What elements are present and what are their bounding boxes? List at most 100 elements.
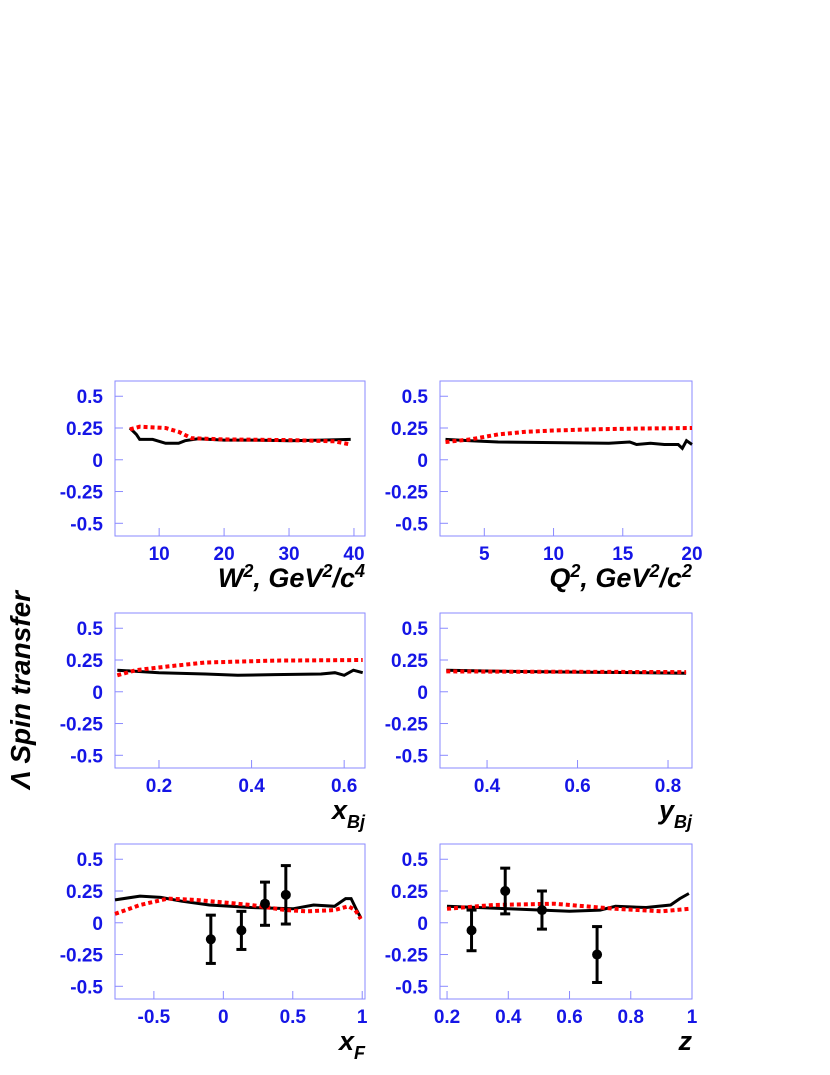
y-tick-label: 0.5 (77, 619, 104, 640)
y-tick-label: 0 (417, 451, 428, 472)
data-point (536, 889, 547, 931)
y-tick-label: 0.25 (391, 882, 428, 903)
x-tick-label: 0.4 (474, 776, 501, 797)
x-axis-label-part: 2 (569, 561, 580, 581)
y-tick-label: 0 (92, 451, 103, 472)
x-tick-label: 5 (479, 544, 490, 565)
x-tick-label: 20 (214, 544, 235, 565)
plot-frame (439, 843, 693, 1000)
x-tick-label: 0.2 (146, 776, 172, 797)
y-tick-label: -0.5 (70, 977, 103, 998)
y-tick-label: -0.25 (60, 483, 104, 504)
x-tick-label: 10 (543, 544, 564, 565)
marker (592, 949, 603, 960)
data-point (260, 880, 270, 927)
y-tick-label: -0.5 (70, 746, 103, 767)
x-tick-label: 0.6 (564, 776, 590, 797)
x-tick-label: 0.2 (434, 1007, 460, 1028)
x-axis-label-part: 2 (648, 561, 659, 581)
marker (536, 905, 547, 916)
y-tick-label: -0.5 (70, 514, 103, 535)
plot-frame (114, 612, 366, 769)
data-point (466, 908, 477, 953)
curve (445, 437, 693, 451)
marker (500, 886, 511, 897)
curve (446, 901, 690, 914)
x-tick-label: 0.6 (556, 1007, 582, 1028)
y-axis-label: Λ Spin transfer (5, 589, 36, 791)
curve (116, 658, 363, 678)
x-axis-label-part: 4 (354, 561, 365, 581)
curve (445, 426, 693, 444)
x-axis-label: xF (337, 1026, 366, 1063)
y-tick-label: 0.5 (77, 850, 104, 871)
x-axis-label: W2, GeV2/c4 (218, 561, 365, 593)
x-tick-label: 0.4 (495, 1007, 522, 1028)
data-point (500, 866, 511, 916)
y-tick-label: 0 (417, 683, 428, 704)
data-point (236, 909, 247, 951)
y-tick-label: -0.5 (395, 746, 428, 767)
x-tick-label: 15 (612, 544, 634, 565)
plot-frame (439, 380, 693, 537)
y-tick-label: 0.5 (77, 387, 104, 408)
x-axis-label-part: 2 (242, 561, 253, 581)
plot-frame (114, 843, 366, 1000)
curve (114, 896, 363, 921)
marker (236, 925, 247, 936)
x-axis-label-part: 2 (681, 561, 692, 581)
x-axis-label-part: F (354, 1043, 366, 1063)
x-axis-label: xBj (330, 795, 366, 832)
x-axis-label-part: x (337, 1026, 355, 1056)
y-tick-label: 0.5 (402, 619, 429, 640)
y-tick-label: -0.25 (385, 946, 429, 967)
y-tick-label: 0 (92, 914, 103, 935)
y-tick-label: 0 (92, 683, 103, 704)
x-axis-label-part: x (330, 795, 348, 825)
x-tick-label: 1 (687, 1007, 698, 1028)
curve (129, 424, 352, 447)
x-tick-label: 30 (278, 544, 299, 565)
data-point (592, 925, 603, 984)
x-tick-label: 1 (357, 1007, 368, 1028)
y-tick-label: 0.25 (391, 651, 428, 672)
marker (466, 925, 477, 936)
y-tick-label: 0 (417, 914, 428, 935)
y-tick-label: 0.5 (402, 850, 429, 871)
x-axis-label-part: Bj (347, 812, 366, 832)
marker (260, 898, 270, 909)
x-axis-label-part: , GeV (252, 563, 324, 593)
y-tick-label: 0.25 (391, 419, 428, 440)
data-point (280, 864, 291, 926)
y-tick-label: 0.25 (66, 419, 103, 440)
curve (117, 668, 364, 677)
x-axis-label: yBj (657, 795, 693, 832)
x-tick-label: 0.8 (618, 1007, 644, 1028)
plot-frame (439, 612, 693, 769)
y-tick-label: -0.25 (60, 715, 104, 736)
x-axis-label-part: W (218, 563, 246, 593)
x-axis-label-part: Bj (674, 812, 693, 832)
x-tick-label: 10 (149, 544, 170, 565)
x-axis-label-part: z (678, 1026, 693, 1056)
x-tick-label: 20 (681, 544, 702, 565)
y-tick-label: -0.25 (385, 483, 429, 504)
x-tick-label: 0.4 (238, 776, 265, 797)
y-tick-label: 0.5 (402, 387, 429, 408)
curve (446, 892, 690, 913)
x-axis-label-part: Q (549, 563, 570, 593)
y-tick-label: -0.25 (385, 715, 429, 736)
y-tick-label: -0.5 (395, 514, 428, 535)
x-axis-label: Q2, GeV2/c2 (549, 561, 692, 593)
x-tick-label: 0 (218, 1007, 229, 1028)
x-axis-label-part: , GeV (579, 563, 651, 593)
plot-frame (114, 380, 366, 537)
y-tick-label: -0.25 (60, 946, 104, 967)
x-axis-label-part: /c (331, 563, 355, 593)
x-axis-label-part: 2 (321, 561, 332, 581)
x-tick-label: 40 (343, 544, 364, 565)
marker (280, 889, 291, 900)
x-tick-label: 0.6 (331, 776, 357, 797)
x-axis-label: z (678, 1026, 693, 1056)
